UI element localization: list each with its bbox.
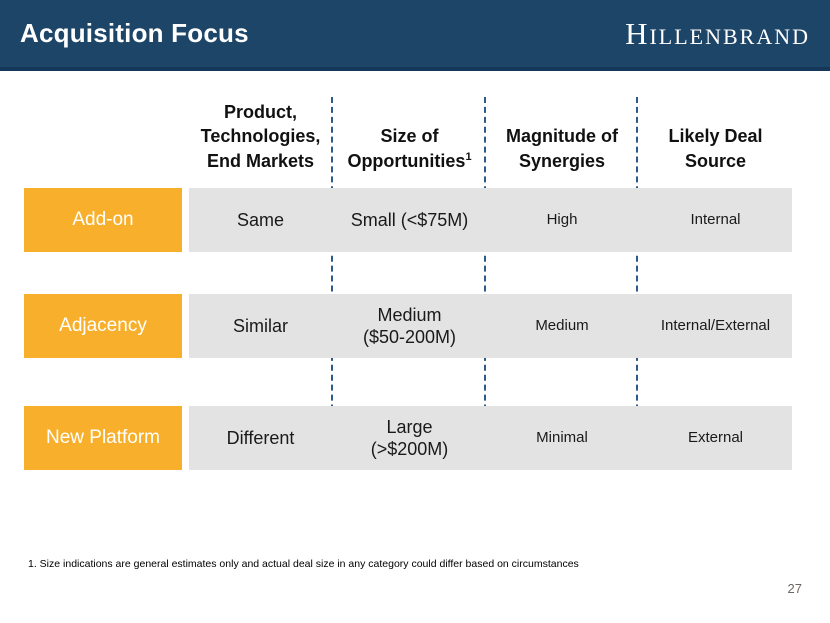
footnote-marker: 1: [465, 150, 472, 163]
table-row: Same Small (<$75M) High Internal: [189, 188, 792, 252]
column-divider-dashed: [331, 97, 333, 470]
page-title: Acquisition Focus: [20, 18, 249, 48]
page-number: 27: [787, 581, 802, 596]
row-label-add-on: Add-on: [24, 188, 182, 252]
row-label-adjacency: Adjacency: [24, 294, 182, 358]
table-cell: Internal: [690, 210, 741, 228]
column-divider-dashed: [636, 97, 638, 470]
footnote: 1. Size indications are general estimate…: [28, 558, 579, 570]
table-cell: Small (<$75M): [350, 209, 469, 230]
table-cell: Large (>$200M): [370, 416, 449, 460]
column-header-product-technologies-end-markets: Product, Technologies, End Markets: [200, 102, 321, 171]
column-header-label: Size of Opportunities: [347, 126, 466, 171]
table-row: Similar Medium ($50-200M) Medium Interna…: [189, 294, 792, 358]
header-bar: Acquisition Focus Hillenbrand: [0, 0, 830, 71]
row-label-new-platform: New Platform: [24, 406, 182, 470]
table-cell: Same: [236, 209, 285, 230]
brand-logo: Hillenbrand: [625, 16, 810, 51]
column-header-magnitude-of-synergies: Magnitude of Synergies: [506, 126, 618, 171]
table-cell: External: [687, 428, 744, 446]
table-row: Different Large (>$200M) Minimal Externa…: [189, 406, 792, 470]
column-header-size-of-opportunities: Size of Opportunities1: [334, 95, 485, 173]
column-header-likely-deal-source: Likely Deal Source: [668, 126, 763, 171]
table-cell: Different: [226, 427, 295, 448]
table-cell: Medium ($50-200M): [362, 304, 457, 348]
table-cell: Internal/External: [660, 316, 771, 334]
table-cell: Medium: [535, 316, 589, 334]
table-cell: Minimal: [536, 428, 588, 446]
table-cell: High: [546, 210, 578, 228]
table-cell: Similar: [232, 315, 288, 336]
column-divider-dashed: [484, 97, 486, 470]
